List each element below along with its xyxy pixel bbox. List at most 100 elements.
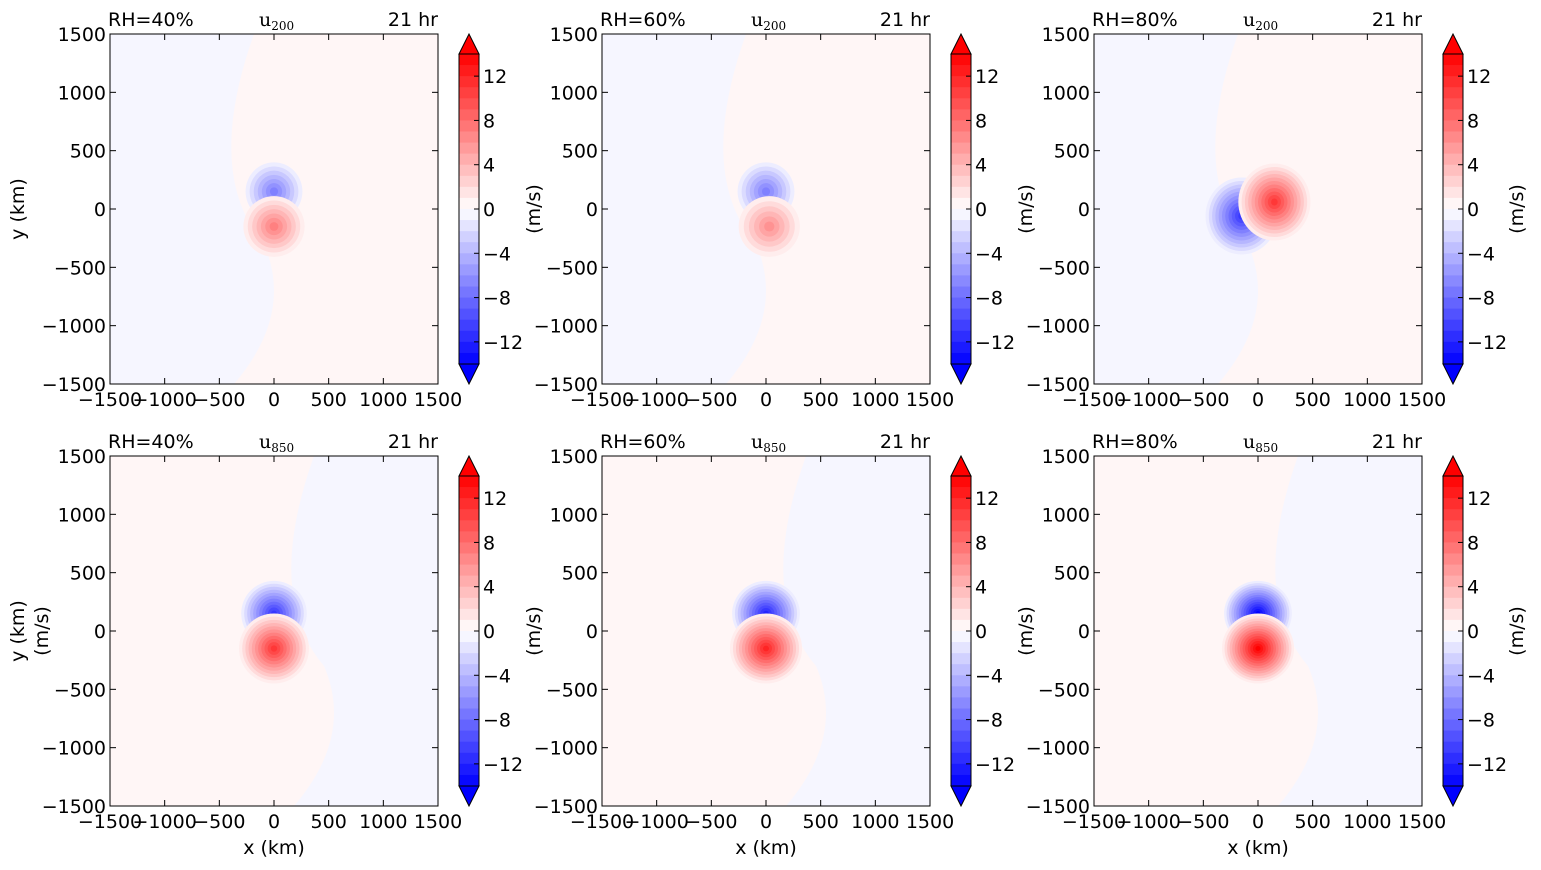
colorbar-segment — [951, 575, 971, 588]
colorbar-segment — [1443, 476, 1463, 488]
colorbar-tick-label: 12 — [1467, 488, 1491, 510]
colorbar-segment — [951, 719, 971, 732]
colorbar-unit-label: (m/s) — [523, 184, 545, 234]
panel-variable-title: u850 — [259, 431, 294, 455]
colorbar-segment — [459, 142, 479, 155]
colorbar-segment — [459, 209, 479, 221]
x-axis-label: x (km) — [243, 837, 305, 859]
colorbar-tick-label: −4 — [975, 243, 1003, 265]
colorbar-tick-label: 12 — [483, 488, 507, 510]
colorbar-segment — [1443, 242, 1463, 254]
x-tick-label: 1500 — [906, 811, 954, 833]
colorbar-tick-label: −12 — [1467, 754, 1507, 776]
negative-contour — [761, 187, 771, 196]
colorbar-segment — [459, 487, 479, 499]
x-tick-label: 1500 — [1398, 811, 1446, 833]
panel-rh-title: RH=80% — [1092, 9, 1178, 31]
colorbar-segment — [1443, 531, 1463, 544]
y-tick-label: −500 — [1038, 679, 1090, 701]
panel-time-title: 21 hr — [880, 9, 930, 31]
y-tick-label: 0 — [94, 621, 106, 643]
y-tick-label: 0 — [94, 199, 106, 221]
colorbar-extend-low — [1442, 363, 1464, 386]
y-tick-label: 1000 — [1042, 504, 1090, 526]
colorbar-segment — [951, 664, 971, 676]
panel-time-title: 21 hr — [388, 9, 438, 31]
colorbar-segment — [459, 297, 479, 310]
colorbar-segment — [459, 752, 479, 765]
y-tick-label: −500 — [54, 679, 106, 701]
colorbar-tick-label: −4 — [975, 665, 1003, 687]
x-axis-label: x (km) — [735, 837, 797, 859]
colorbar-tick-label: −12 — [1467, 332, 1507, 354]
colorbar-segment — [1443, 352, 1463, 365]
panel-variable-title: u200 — [751, 9, 786, 33]
y-tick-label: −1500 — [1026, 374, 1090, 396]
colorbar-segment — [1443, 619, 1463, 632]
colorbar-segment — [951, 87, 971, 99]
colorbar-segment — [951, 175, 971, 188]
x-tick-label: −500 — [1177, 811, 1229, 833]
y-tick-label: 1000 — [550, 82, 598, 104]
colorbar-segment — [951, 498, 971, 510]
colorbar-extend-low — [950, 363, 972, 386]
x-tick-label: 500 — [803, 811, 839, 833]
colorbar-segment — [951, 264, 971, 277]
colorbar-segment — [1443, 87, 1463, 99]
background-left — [602, 34, 766, 384]
colorbar-tick-label: 4 — [975, 155, 987, 177]
colorbar-segment — [951, 597, 971, 610]
colorbar-segment — [459, 763, 479, 776]
y-tick-label: −500 — [546, 679, 598, 701]
colorbar-segment — [1443, 597, 1463, 610]
colorbar-extend-low — [950, 785, 972, 808]
colorbar-segment — [459, 586, 479, 599]
x-tick-label: −500 — [193, 389, 245, 411]
colorbar-segment — [951, 619, 971, 632]
colorbar-extend-low — [458, 363, 480, 386]
colorbar-tick-label: 12 — [975, 488, 999, 510]
colorbar-segment — [1443, 175, 1463, 188]
colorbar-segment — [459, 87, 479, 99]
y-tick-label: −1000 — [1026, 738, 1090, 760]
colorbar-tick-label: 8 — [483, 532, 495, 554]
field-3 — [1094, 34, 1422, 384]
x-tick-label: 0 — [1252, 811, 1264, 833]
colorbar-segment — [951, 275, 971, 288]
colorbar-segment — [459, 653, 479, 665]
colorbar-segment — [951, 752, 971, 765]
field-1 — [110, 34, 438, 384]
y-tick-label: 500 — [70, 563, 106, 585]
colorbar-segment — [951, 509, 971, 521]
colorbar-segment — [459, 675, 479, 687]
colorbar-segment — [1443, 186, 1463, 199]
panel-1: −1500−1000−500 0 500 1000 1500−1500−1000−500… — [7, 9, 523, 411]
y-axis-label: y (km) — [7, 600, 29, 662]
x-tick-label: 1500 — [414, 811, 462, 833]
colorbar-segment — [951, 730, 971, 743]
colorbar-segment — [951, 186, 971, 199]
field-5 — [602, 456, 930, 806]
panel-rh-title: RH=40% — [108, 9, 194, 31]
colorbar-segment — [1443, 498, 1463, 510]
colorbar-segment — [459, 54, 479, 66]
colorbar-5: 12 8 4 0 −4 −8 −12 (m/s) — [523, 454, 1015, 808]
x-tick-label: −1500 — [570, 811, 634, 833]
colorbar-segment — [459, 308, 479, 321]
colorbar-segment — [1443, 65, 1463, 77]
colorbar-extend-high — [458, 32, 480, 55]
colorbar-segment — [1443, 653, 1463, 665]
colorbar-segment — [1443, 76, 1463, 88]
colorbar-segment — [951, 330, 971, 343]
colorbar-segment — [951, 319, 971, 332]
colorbar-segment — [459, 153, 479, 166]
colorbar-tick-label: −8 — [975, 710, 1003, 732]
x-tick-label: 0 — [760, 811, 772, 833]
colorbar-tick-label: 12 — [975, 66, 999, 88]
colorbar-tick-label: −4 — [483, 665, 511, 687]
colorbar-segment — [459, 352, 479, 365]
y-tick-label: 1000 — [58, 504, 106, 526]
colorbar-segment — [951, 564, 971, 577]
x-tick-label: 1000 — [1343, 389, 1391, 411]
